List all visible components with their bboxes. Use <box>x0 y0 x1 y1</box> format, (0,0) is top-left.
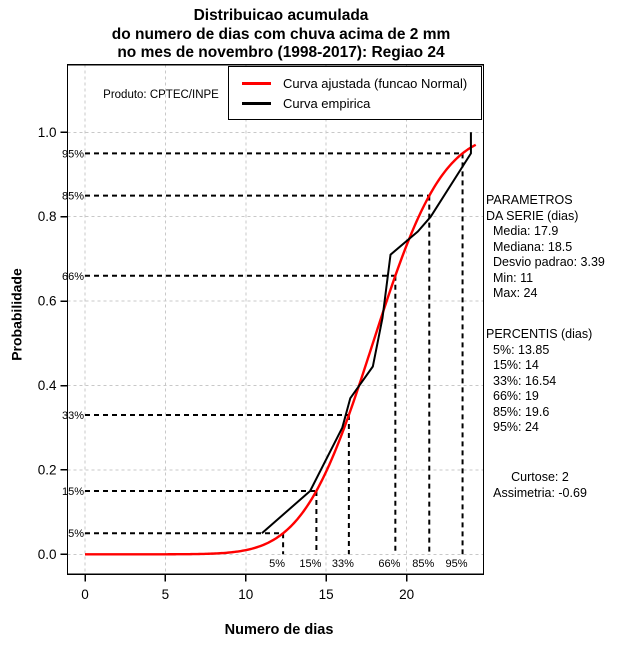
percentil-33: 33%: 16.54 <box>493 373 557 388</box>
chart-title: Distribuicao acumulada do numero de dias… <box>0 7 562 63</box>
produto-label: Produto: CPTEC/INPE <box>103 89 219 101</box>
params-header-1: PARAMETROS <box>486 193 573 207</box>
param-desvio-padrao: Desvio padrao: 3.39 <box>493 255 605 269</box>
percentile-left-label-66%: 66% <box>62 271 84 283</box>
legend-label-empirical: Curva empirica <box>283 95 371 111</box>
legend-row-fitted: Curva ajustada (funcao Normal) <box>242 76 481 91</box>
y-tick-label: 0.6 <box>38 294 57 309</box>
y-tick-label: 0.4 <box>38 378 57 393</box>
y-tick-label: 0.8 <box>38 209 57 224</box>
chart-title-line2: do numero de dias com chuva acima de 2 m… <box>111 25 451 43</box>
series-parameters-panel: PARAMETROS DA SERIE (dias) Media: 17.9 M… <box>486 193 605 302</box>
curtose-value: Curtose: 2 <box>511 470 569 484</box>
plot-frame <box>66 64 485 575</box>
percentile-bottom-label-15%: 15% <box>299 558 321 570</box>
x-tick-label: 0 <box>81 587 89 602</box>
percentile-left-label-33%: 33% <box>62 410 84 422</box>
y-tick-label: 1.0 <box>38 125 57 140</box>
y-tick-label: 0.0 <box>38 547 57 562</box>
empirical-curve-swatch <box>242 101 271 105</box>
x-tick-label: 10 <box>238 587 253 602</box>
x-tick-label: 15 <box>319 587 334 602</box>
percentile-left-label-95%: 95% <box>62 148 84 160</box>
percentile-bottom-label-5%: 5% <box>269 558 285 570</box>
empirical-curve <box>261 132 472 534</box>
percentile-bottom-label-85%: 85% <box>412 558 434 570</box>
y-axis-title: Probabilidade <box>8 268 25 361</box>
param-min: Min: 11 <box>493 270 534 285</box>
legend: Curva ajustada (funcao Normal) Curva emp… <box>228 66 482 120</box>
assimetria-value: Assimetria: -0.69 <box>493 485 587 500</box>
fitted-normal-curve <box>85 143 477 556</box>
percentile-left-label-85%: 85% <box>62 191 84 203</box>
percentile-left-label-15%: 15% <box>62 486 84 498</box>
fitted-curve-swatch <box>242 81 271 85</box>
legend-row-empirical: Curva empirica <box>242 96 481 111</box>
percentil-5: 5%: 13.85 <box>493 342 550 357</box>
percentil-95: 95%: 24 <box>493 420 539 434</box>
x-tick-label: 5 <box>162 587 170 602</box>
chart-title-line3: no mes de novembro (1998-2017): Regiao 2… <box>117 44 445 61</box>
legend-label-fitted: Curva ajustada (funcao Normal) <box>283 75 468 91</box>
percentile-bottom-label-66%: 66% <box>378 558 400 570</box>
percentiles-panel: PERCENTIS (dias) 5%: 13.85 15%: 14 33%: … <box>486 327 592 436</box>
moments-panel: Curtose: 2 Assimetria: -0.69 <box>478 470 602 501</box>
percentil-85: 85%: 19.6 <box>493 404 550 419</box>
param-max: Max: 24 <box>493 286 538 300</box>
chart-title-line1: Distribuicao acumulada <box>193 7 369 24</box>
percentile-left-label-5%: 5% <box>68 528 84 540</box>
percentil-15: 15%: 14 <box>493 358 539 372</box>
param-mediana: Mediana: 18.5 <box>493 239 573 254</box>
params-header-2: DA SERIE (dias) <box>486 208 579 223</box>
param-media: Media: 17.9 <box>493 224 559 238</box>
y-tick-label: 0.2 <box>38 462 57 477</box>
percentis-header: PERCENTIS (dias) <box>486 327 593 341</box>
percentile-bottom-label-95%: 95% <box>446 558 468 570</box>
x-tick-label: 20 <box>399 587 414 602</box>
percentil-66: 66%: 19 <box>493 389 539 403</box>
x-axis-title: Numero de dias <box>224 622 334 638</box>
percentile-bottom-label-33%: 33% <box>332 558 354 570</box>
